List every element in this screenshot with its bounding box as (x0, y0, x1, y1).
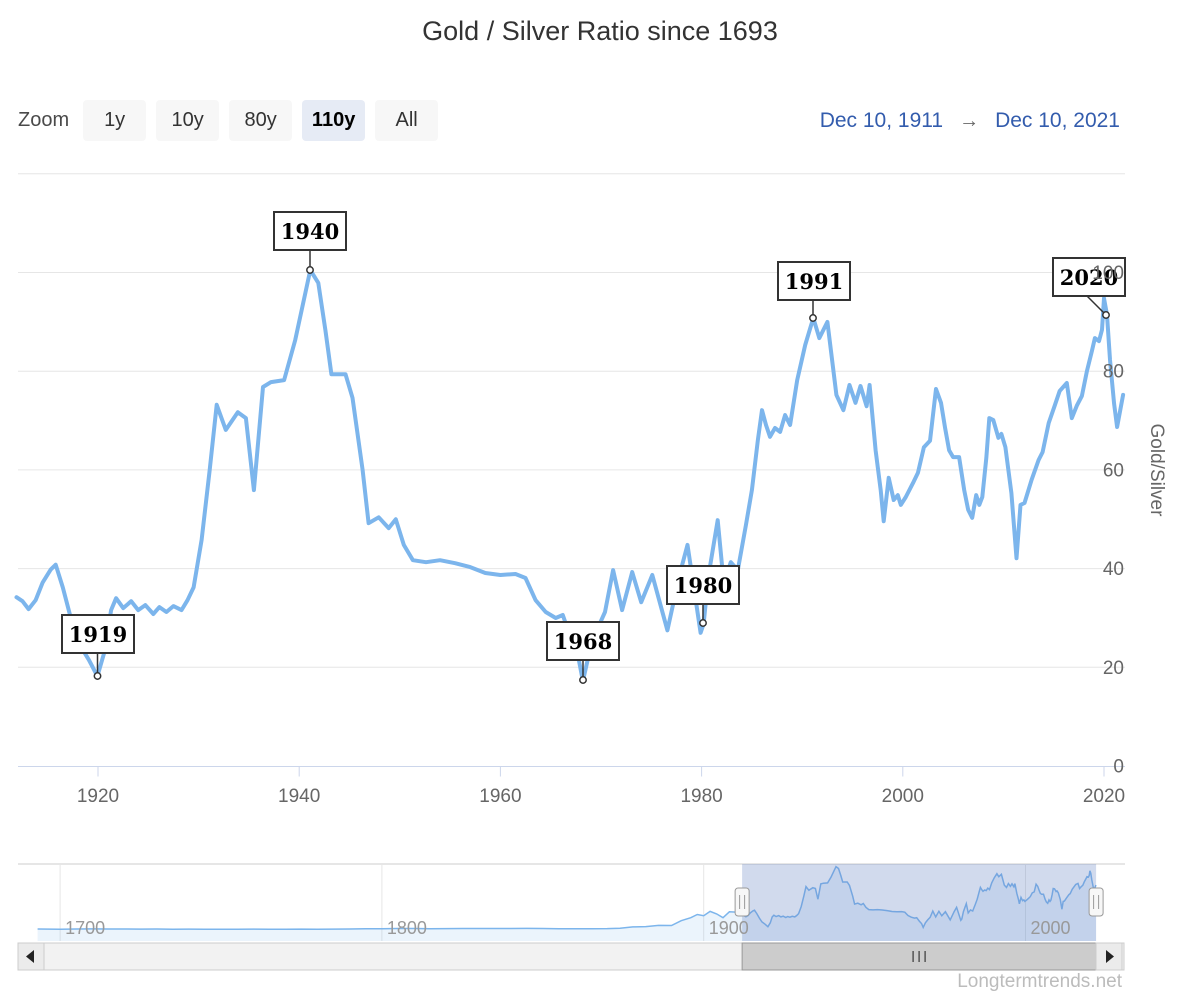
x-axis-label-2020: 2020 (1083, 786, 1125, 807)
arrow-right-icon: → (959, 109, 980, 132)
annotation-label: 1940 (281, 219, 339, 244)
navigator-label-2000: 2000 (1031, 918, 1071, 938)
y-axis-title: Gold/Silver (1146, 424, 1167, 518)
navigator-area (37, 866, 1097, 941)
y-axis-label-40: 40 (1103, 559, 1124, 580)
annotation-1968: 1968 (546, 621, 620, 684)
y-axis-label-20: 20 (1103, 658, 1124, 679)
annotation-box (546, 621, 620, 661)
date-range: Dec 10, 1911 → Dec 10, 2021 (820, 109, 1120, 133)
navigator-selected-mask[interactable] (742, 864, 1097, 941)
annotation-1919: 1919 (61, 614, 135, 680)
annotation-box (61, 614, 135, 654)
x-axis-label-1980: 1980 (680, 786, 722, 807)
watermark-link[interactable]: Longtermtrends.net (957, 971, 1122, 992)
annotation-label: 1980 (674, 573, 732, 598)
annotation-label: 1919 (69, 622, 127, 647)
y-axis-label-80: 80 (1103, 362, 1124, 383)
zoom-button-110y[interactable]: 110y (302, 100, 366, 141)
annotation-point (579, 676, 587, 684)
navigator-handle-left[interactable] (734, 887, 750, 917)
annotation-point (699, 619, 707, 627)
series-gold-silver-ratio (14, 268, 1126, 684)
navigator-handle-left-grip[interactable] (734, 887, 750, 917)
zoom-buttons: 1y 10y 80y 110y All (83, 100, 439, 141)
annotation-label: 1968 (554, 629, 612, 654)
navigator-series (37, 865, 1097, 931)
x-axis-label-1940: 1940 (278, 786, 320, 807)
to-date-input[interactable]: Dec 10, 2021 (995, 109, 1120, 132)
chart-title: Gold / Silver Ratio since 1693 (422, 16, 778, 46)
annotation-box (666, 565, 740, 605)
annotation-box (273, 211, 347, 251)
annotation-label: 1991 (785, 269, 843, 294)
x-axis-label-1960: 1960 (479, 786, 521, 807)
from-date-input[interactable]: Dec 10, 1911 (819, 109, 944, 132)
annotation-point (809, 314, 817, 322)
annotation-1991: 1991 (777, 261, 851, 322)
y-axis-label-60: 60 (1103, 460, 1124, 481)
x-axis-label-1920: 1920 (77, 786, 119, 807)
annotation-connector (1086, 295, 1107, 316)
zoom-button-all[interactable]: All (375, 100, 439, 141)
zoom-button-80y[interactable]: 80y (229, 100, 293, 141)
range-selector: Zoom 1y 10y 80y 110y All (18, 100, 439, 141)
annotation-2020: 2020 (1052, 257, 1126, 319)
y-axis-label-100: 100 (1092, 263, 1124, 284)
annotation-point (306, 266, 314, 274)
zoom-label: Zoom (18, 109, 70, 131)
x-axis-label-2000: 2000 (882, 786, 924, 807)
navigator-label-1900: 1900 (709, 918, 749, 938)
annotation-point (1102, 311, 1110, 319)
scrollbar-right-arrow-icon (1106, 950, 1114, 963)
annotation-box (1052, 257, 1126, 297)
y-axis-label-0: 0 (1113, 757, 1124, 778)
scrollbar-left-arrow-icon (26, 950, 34, 963)
navigator-label-1700: 1700 (65, 918, 105, 938)
zoom-button-1y[interactable]: 1y (83, 100, 147, 141)
navigator-handle-right[interactable] (1088, 887, 1104, 917)
annotation-1940: 1940 (273, 211, 347, 274)
annotation-point (93, 672, 102, 680)
navigator-label-1800: 1800 (387, 918, 427, 938)
annotation-label: 2020 (1060, 265, 1118, 290)
annotation-box (777, 261, 851, 301)
navigator-handle-right-grip[interactable] (1088, 887, 1104, 917)
zoom-button-10y[interactable]: 10y (156, 100, 220, 141)
annotation-1980: 1980 (666, 565, 740, 627)
